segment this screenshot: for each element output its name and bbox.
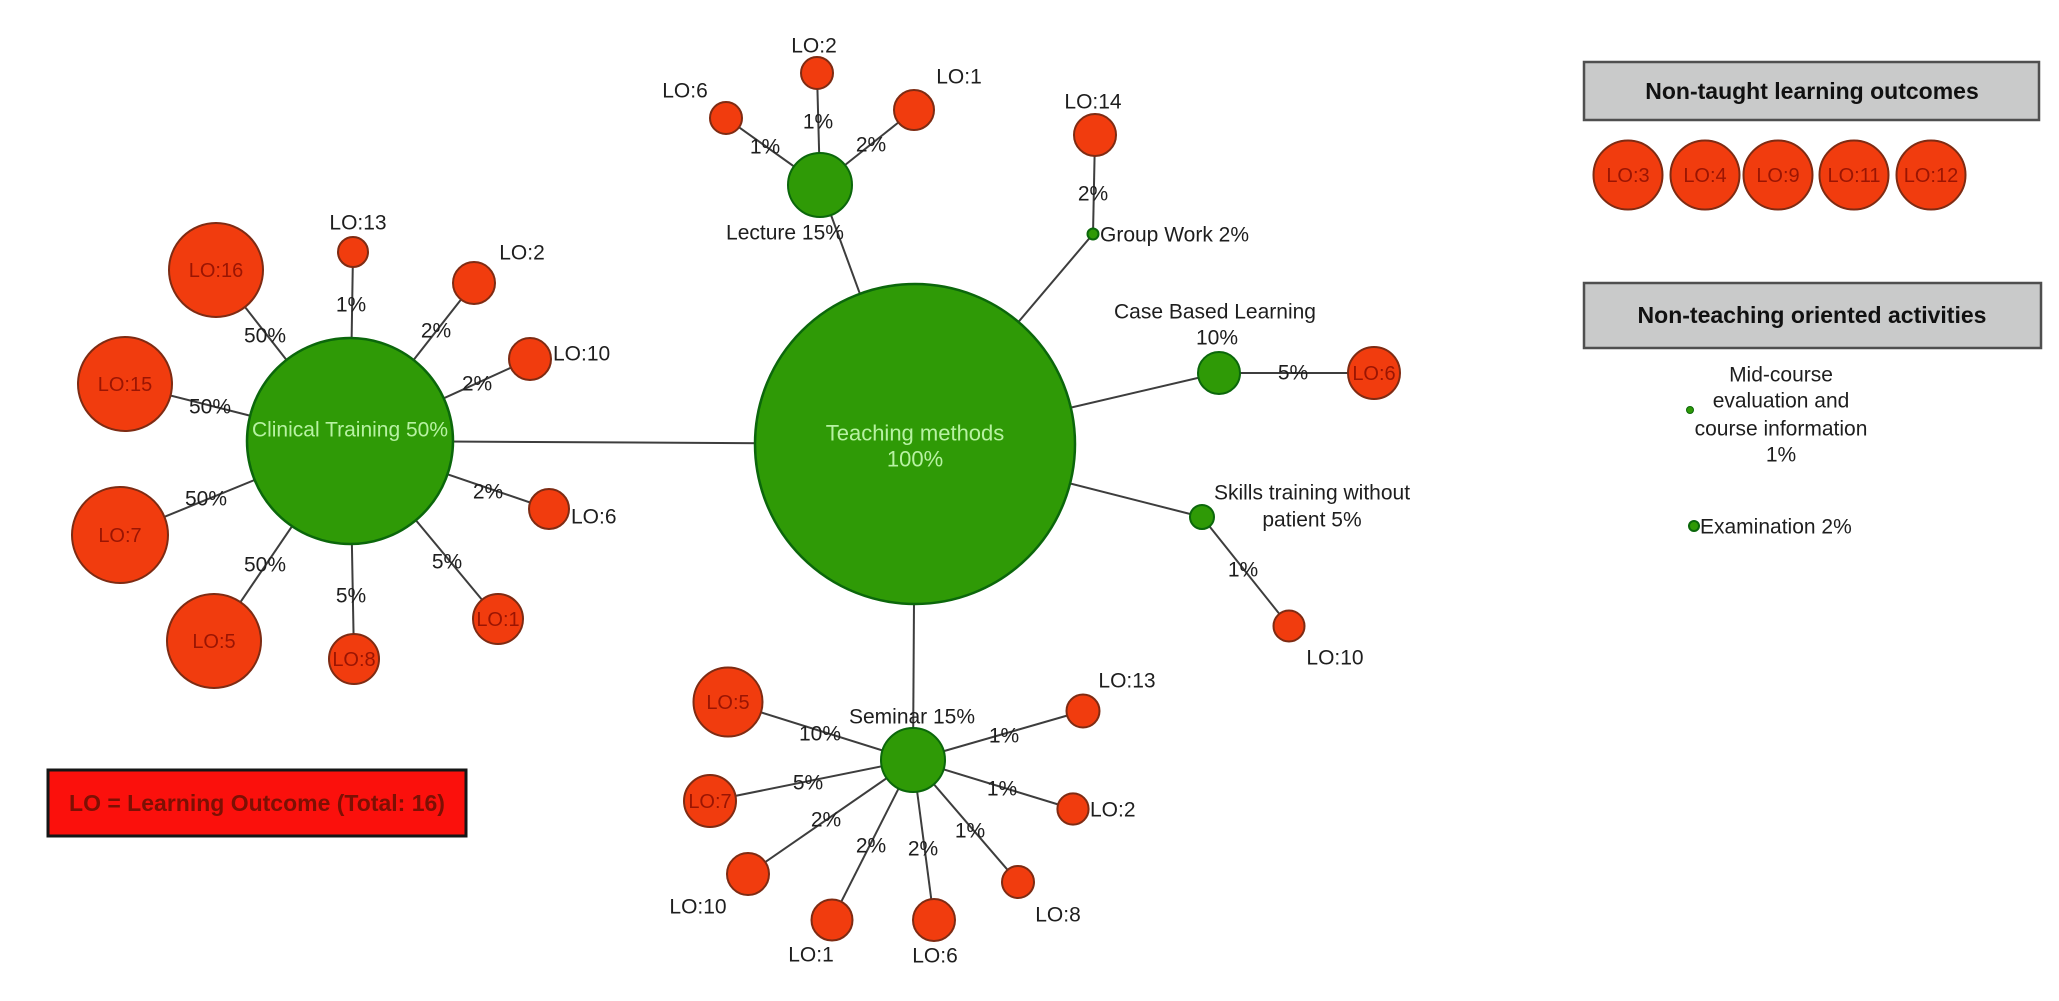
svg-text:5%: 5% (432, 550, 462, 573)
svg-text:1%: 1% (989, 724, 1019, 747)
svg-text:LO:8: LO:8 (1035, 903, 1081, 926)
svg-text:LO:9: LO:9 (1756, 165, 1799, 187)
svg-text:2%: 2% (1078, 182, 1108, 205)
svg-text:2%: 2% (908, 837, 938, 860)
svg-text:2%: 2% (473, 480, 503, 503)
svg-text:Non-teaching oriented activiti: Non-teaching oriented activities (1638, 302, 1987, 328)
svg-text:5%: 5% (1278, 361, 1308, 384)
svg-text:LO:14: LO:14 (1064, 90, 1122, 113)
svg-text:LO:11: LO:11 (1828, 165, 1881, 187)
svg-text:Group Work 2%: Group Work 2% (1100, 223, 1249, 246)
svg-text:LO:2: LO:2 (1090, 798, 1136, 821)
svg-text:2%: 2% (856, 834, 886, 857)
svg-text:LO:3: LO:3 (1606, 165, 1649, 187)
svg-text:1%: 1% (1766, 443, 1796, 466)
svg-text:LO:10: LO:10 (669, 895, 726, 918)
svg-text:Case Based Learning: Case Based Learning (1114, 300, 1316, 323)
svg-text:LO:5: LO:5 (706, 692, 749, 714)
svg-text:2%: 2% (856, 133, 886, 156)
svg-text:1%: 1% (955, 819, 985, 842)
svg-text:50%: 50% (189, 395, 231, 418)
svg-text:Lecture 15%: Lecture 15% (726, 221, 844, 244)
svg-text:LO:1: LO:1 (788, 943, 834, 966)
svg-text:LO:16: LO:16 (189, 260, 243, 282)
svg-text:Skills training without: Skills training without (1214, 481, 1410, 504)
svg-text:1%: 1% (803, 110, 833, 133)
svg-text:10%: 10% (1196, 326, 1238, 349)
svg-text:5%: 5% (336, 584, 366, 607)
svg-text:Examination 2%: Examination 2% (1700, 515, 1852, 538)
svg-text:LO:6: LO:6 (571, 505, 617, 528)
svg-text:LO:1: LO:1 (936, 65, 982, 88)
svg-text:LO:2: LO:2 (499, 241, 545, 264)
svg-text:course information: course information (1695, 417, 1868, 440)
svg-text:LO:10: LO:10 (553, 342, 610, 365)
svg-text:100%: 100% (887, 447, 943, 472)
svg-text:50%: 50% (185, 487, 227, 510)
svg-text:LO:7: LO:7 (688, 791, 731, 813)
svg-text:LO:1: LO:1 (476, 609, 519, 631)
svg-text:patient 5%: patient 5% (1262, 508, 1361, 531)
svg-text:LO:13: LO:13 (329, 211, 386, 234)
svg-text:1%: 1% (336, 293, 366, 316)
svg-text:LO:12: LO:12 (1904, 165, 1958, 187)
svg-text:LO:13: LO:13 (1098, 669, 1155, 692)
svg-text:LO:6: LO:6 (1352, 363, 1395, 385)
svg-text:LO:15: LO:15 (98, 374, 152, 396)
svg-text:50%: 50% (244, 324, 286, 347)
svg-text:2%: 2% (421, 319, 451, 342)
svg-text:LO:6: LO:6 (912, 944, 958, 967)
svg-text:LO:2: LO:2 (791, 34, 837, 57)
svg-text:Mid-course: Mid-course (1729, 363, 1833, 386)
svg-text:2%: 2% (811, 808, 841, 831)
svg-text:50%: 50% (244, 553, 286, 576)
svg-text:LO:4: LO:4 (1683, 165, 1726, 187)
svg-text:Seminar 15%: Seminar 15% (849, 705, 975, 728)
svg-text:LO:8: LO:8 (332, 649, 375, 671)
svg-text:5%: 5% (793, 771, 823, 794)
svg-text:LO:7: LO:7 (98, 525, 141, 547)
svg-text:LO:6: LO:6 (662, 79, 708, 102)
svg-text:1%: 1% (750, 135, 780, 158)
svg-text:10%: 10% (799, 722, 841, 745)
svg-text:LO = Learning Outcome (Total:: LO = Learning Outcome (Total: 16) (69, 790, 445, 816)
svg-text:LO:5: LO:5 (192, 631, 235, 653)
svg-text:Non-taught learning outcomes: Non-taught learning outcomes (1645, 78, 1979, 104)
svg-text:Teaching methods: Teaching methods (826, 421, 1005, 446)
svg-text:1%: 1% (1228, 558, 1258, 581)
svg-text:Clinical Training 50%: Clinical Training 50% (252, 418, 448, 441)
svg-text:1%: 1% (987, 777, 1017, 800)
svg-text:evaluation and: evaluation and (1713, 389, 1850, 412)
svg-text:LO:10: LO:10 (1306, 646, 1363, 669)
svg-text:2%: 2% (462, 372, 492, 395)
